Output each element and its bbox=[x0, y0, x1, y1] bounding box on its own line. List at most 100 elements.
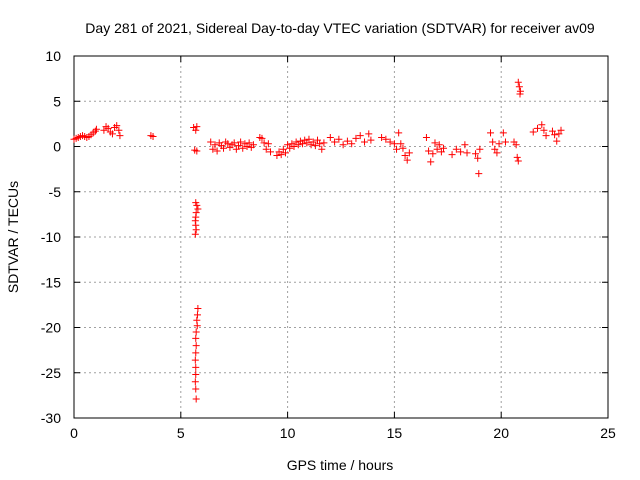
data-point bbox=[192, 342, 200, 350]
data-point bbox=[448, 151, 456, 159]
data-point bbox=[386, 138, 394, 146]
data-point bbox=[237, 138, 245, 146]
data-point bbox=[191, 230, 199, 238]
data-point bbox=[192, 349, 200, 357]
x-tick-label: 25 bbox=[600, 425, 616, 441]
data-point bbox=[529, 128, 537, 136]
data-point bbox=[437, 148, 445, 156]
data-point bbox=[249, 141, 257, 149]
data-point bbox=[149, 133, 157, 141]
data-point bbox=[475, 170, 483, 178]
y-tick-label: 10 bbox=[45, 48, 61, 64]
data-point bbox=[516, 90, 524, 98]
x-tick-label: 10 bbox=[280, 425, 296, 441]
data-point bbox=[115, 126, 123, 134]
data-point bbox=[474, 154, 482, 162]
data-point bbox=[360, 138, 368, 146]
data-point bbox=[104, 124, 112, 132]
data-point bbox=[100, 126, 108, 134]
data-point bbox=[513, 153, 521, 161]
y-tick-label: -30 bbox=[41, 410, 61, 426]
data-point bbox=[457, 148, 465, 156]
data-point bbox=[356, 132, 364, 140]
data-point bbox=[281, 149, 289, 157]
data-point bbox=[220, 144, 228, 152]
data-point bbox=[433, 145, 441, 153]
data-point bbox=[309, 138, 317, 146]
data-point bbox=[405, 149, 413, 157]
data-point bbox=[463, 149, 471, 157]
data-point bbox=[239, 144, 247, 152]
y-tick-label: -15 bbox=[41, 274, 61, 290]
data-point bbox=[548, 127, 556, 135]
data-point bbox=[305, 135, 313, 143]
data-point bbox=[538, 121, 546, 129]
data-point bbox=[191, 356, 199, 364]
data-point bbox=[209, 145, 217, 153]
x-tick-label: 20 bbox=[493, 425, 509, 441]
data-point bbox=[348, 140, 356, 148]
data-point bbox=[108, 130, 116, 138]
data-point bbox=[245, 139, 253, 147]
data-point bbox=[452, 145, 460, 153]
data-point bbox=[192, 395, 200, 403]
data-point bbox=[192, 126, 200, 134]
y-tick-label: -5 bbox=[49, 184, 62, 200]
data-point bbox=[277, 151, 285, 159]
data-point bbox=[311, 142, 319, 150]
data-point bbox=[378, 133, 386, 141]
data-point bbox=[335, 135, 343, 143]
data-point bbox=[515, 83, 523, 91]
data-point bbox=[352, 134, 360, 142]
data-point bbox=[540, 126, 548, 134]
data-point bbox=[192, 226, 200, 234]
data-point bbox=[399, 144, 407, 152]
data-point bbox=[113, 122, 121, 130]
data-point bbox=[264, 140, 272, 148]
data-point bbox=[320, 139, 328, 147]
data-point bbox=[495, 140, 503, 148]
data-point bbox=[213, 147, 221, 155]
data-point bbox=[461, 141, 469, 149]
data-point bbox=[553, 137, 561, 145]
data-point bbox=[192, 328, 200, 336]
x-tick-label: 15 bbox=[387, 425, 403, 441]
data-point bbox=[194, 304, 202, 312]
x-tick-label: 0 bbox=[70, 425, 78, 441]
data-point bbox=[435, 141, 443, 149]
data-point bbox=[303, 139, 311, 147]
data-point bbox=[493, 149, 501, 157]
data-point bbox=[425, 147, 433, 155]
data-point bbox=[314, 136, 322, 144]
plot-frame bbox=[73, 55, 609, 419]
data-point bbox=[91, 127, 99, 135]
data-point bbox=[403, 156, 411, 164]
data-point bbox=[193, 311, 201, 319]
data-point bbox=[397, 140, 405, 148]
data-point bbox=[365, 130, 373, 138]
data-point bbox=[193, 123, 201, 131]
data-point bbox=[512, 141, 520, 149]
data-point bbox=[211, 141, 219, 149]
data-point bbox=[390, 140, 398, 148]
data-point bbox=[284, 141, 292, 149]
data-point bbox=[207, 138, 215, 146]
data-point bbox=[192, 334, 200, 342]
data-point bbox=[294, 141, 302, 149]
data-point bbox=[476, 145, 484, 153]
x-axis-label: GPS time / hours bbox=[287, 457, 394, 473]
data-point bbox=[367, 136, 375, 144]
data-point bbox=[260, 139, 268, 147]
data-point bbox=[286, 144, 294, 152]
data-point bbox=[501, 138, 509, 146]
data-point bbox=[299, 140, 307, 148]
data-point bbox=[487, 129, 495, 137]
data-point bbox=[116, 132, 124, 140]
data-point bbox=[514, 78, 522, 86]
data-point bbox=[393, 145, 401, 153]
data-point bbox=[193, 201, 201, 209]
data-point bbox=[382, 135, 390, 143]
data-point bbox=[230, 139, 238, 147]
data-point bbox=[440, 144, 448, 152]
